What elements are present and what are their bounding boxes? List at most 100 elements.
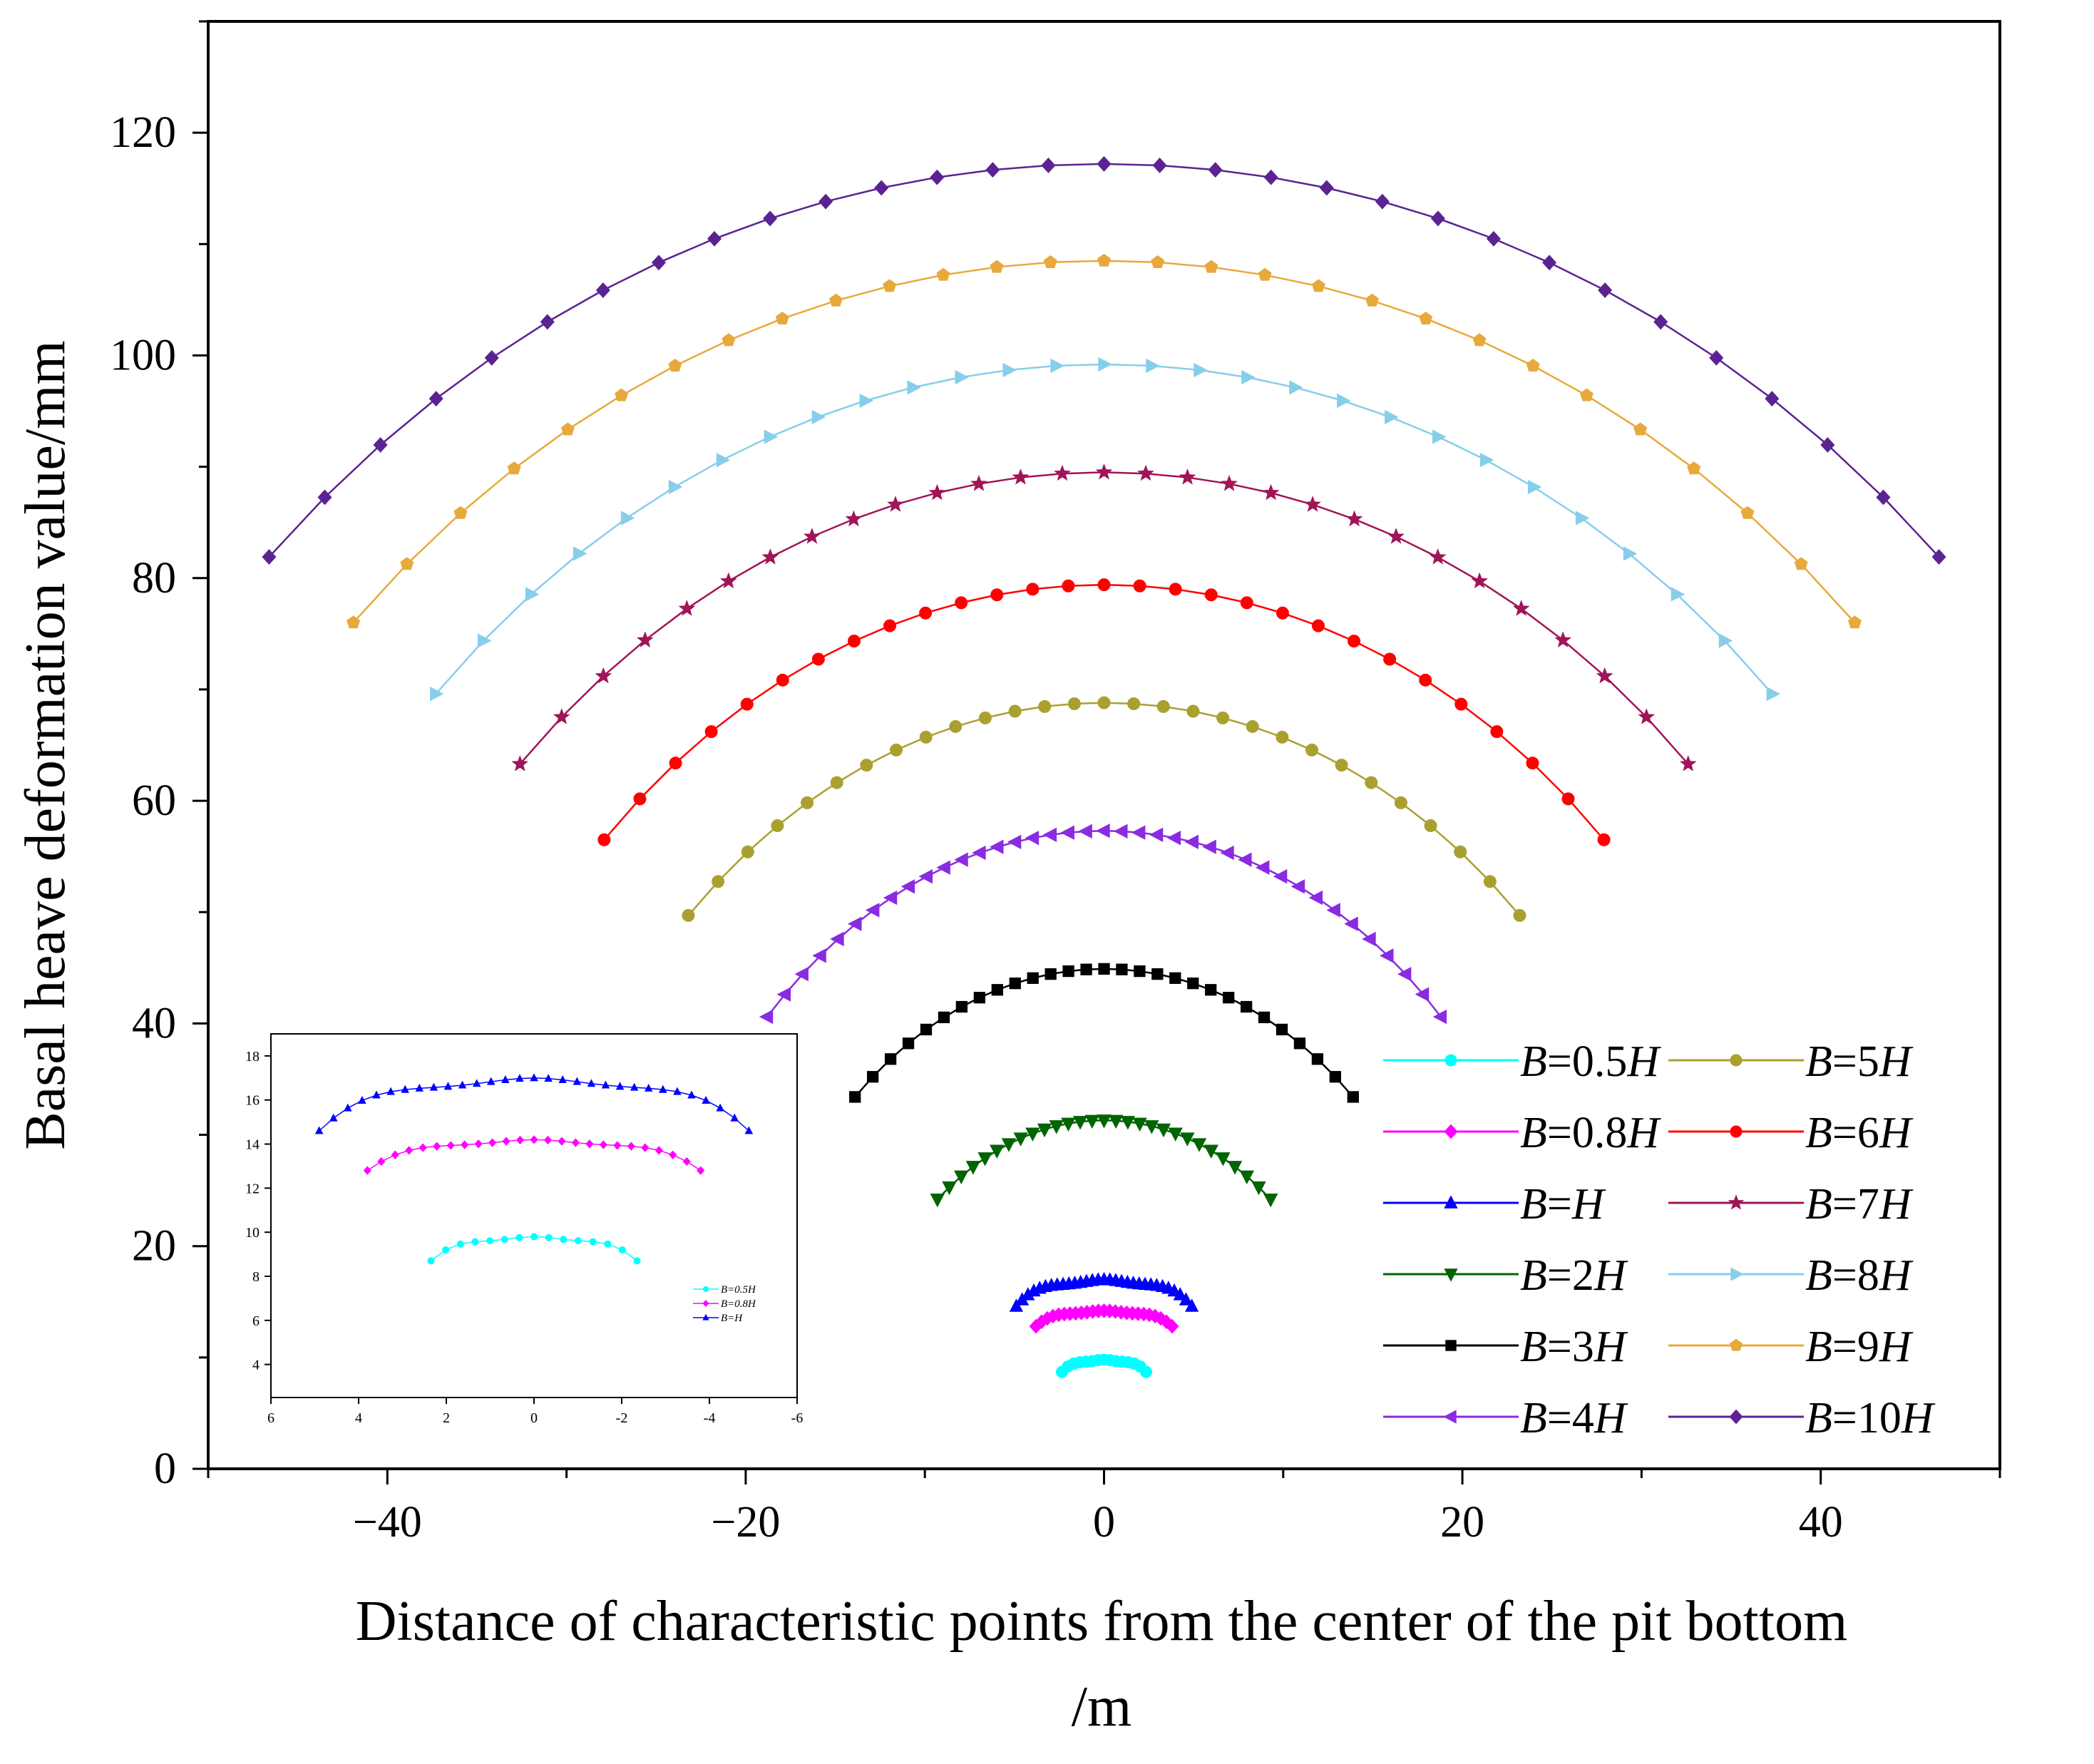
data-point [1383,652,1397,666]
inset-data-point [543,1135,553,1145]
data-point [954,1170,969,1185]
inset-x-tick-label: 2 [443,1410,450,1426]
inset-y-tick-label: 10 [245,1225,260,1241]
inset-data-point [472,1079,481,1087]
data-point [1687,461,1701,475]
data-point [1472,333,1487,347]
data-point [1134,965,1146,978]
data-point [985,162,1000,178]
data-point [1526,359,1540,372]
data-point [1597,833,1611,846]
legend-entry-B-2H: B=2H [1383,1251,1628,1300]
data-point [595,282,610,298]
inset-x-tick-label: -2 [616,1410,628,1426]
data-point [936,267,950,281]
legend-entry-B-9H: B=9H [1668,1323,1914,1371]
inset-data-point [442,1246,450,1253]
inset-series-B-0_5H [427,1233,641,1265]
data-point [1013,1132,1028,1147]
data-point [955,596,968,610]
data-point [1394,796,1407,809]
data-point [1173,1287,1187,1301]
data-point [1430,210,1445,227]
data-point [763,210,778,227]
data-point [1335,759,1348,772]
data-point [1220,845,1234,861]
data-point [1527,479,1542,495]
legend-label: B=6H [1805,1109,1914,1157]
data-point [1208,162,1223,178]
data-point [1326,903,1340,918]
series-line [519,471,1689,765]
x-tick-label: −40 [353,1498,422,1547]
data-point [771,819,784,833]
data-point [866,1071,879,1083]
series-B-7H [511,463,1697,771]
data-point [1156,1123,1171,1138]
inset-legend-label: B=H [721,1313,743,1324]
data-point [1765,391,1780,407]
inset-series-B-H [314,1073,754,1134]
inset-legend-swatch-marker [703,1286,709,1292]
data-point [1169,972,1181,984]
data-point [883,890,898,906]
inset-data-point [545,1234,553,1241]
data-point [1304,496,1321,512]
data-point [1050,358,1064,374]
data-point [1109,1114,1124,1129]
data-point [1098,357,1112,372]
inset-data-point [386,1087,395,1095]
legend-swatch-marker [1730,1338,1743,1351]
data-point [1012,468,1030,485]
data-point [1205,984,1217,996]
inset-data-point [558,1075,567,1084]
inset-legend-label: B=0.8H [721,1298,756,1310]
data-point [1096,824,1110,839]
inset-data-point [530,1073,538,1082]
series-B-2H [930,1114,1278,1208]
data-point [1179,468,1196,485]
data-point [1345,510,1363,527]
series-line [766,829,1442,1017]
data-point [1098,963,1110,975]
inset-legend-entry: B=0.8H [693,1298,756,1310]
data-point [1002,362,1017,378]
data-point [1026,583,1040,596]
data-point [955,369,969,385]
legend-swatch-marker [1729,1409,1743,1425]
y-tick-label: 20 [132,1222,176,1271]
data-point [1766,686,1781,702]
data-point [1454,697,1468,711]
legend-entry-B-7H: B=7H [1668,1180,1914,1229]
inset-data-point [363,1166,371,1175]
inset-y-tick-label: 8 [252,1269,260,1285]
data-point [1146,358,1160,374]
inset-data-point [415,1083,424,1092]
data-point [636,631,654,647]
data-point [1432,1009,1447,1025]
data-point [511,755,529,771]
inset-data-point [682,1157,691,1166]
inset-data-point [501,1075,510,1084]
data-point [1009,1298,1023,1312]
data-point [722,333,736,347]
inset-legend-swatch-marker [702,1300,709,1307]
data-point [955,1000,968,1013]
data-point [1596,667,1613,684]
inset-data-point [601,1080,610,1089]
data-point [507,461,521,475]
data-point [1054,464,1071,481]
data-point [804,528,821,544]
data-point [1876,489,1891,506]
data-point [1001,1138,1017,1152]
data-point [707,230,722,247]
data-point [1152,158,1167,173]
data-point [1049,1120,1064,1134]
legend-label: B=9H [1805,1323,1914,1371]
inset-data-point [515,1234,523,1241]
data-point [954,852,968,867]
data-point [1419,311,1433,324]
data-point [1127,697,1141,710]
inset-data-point [558,1137,566,1146]
x-tick-label: −20 [711,1498,780,1547]
